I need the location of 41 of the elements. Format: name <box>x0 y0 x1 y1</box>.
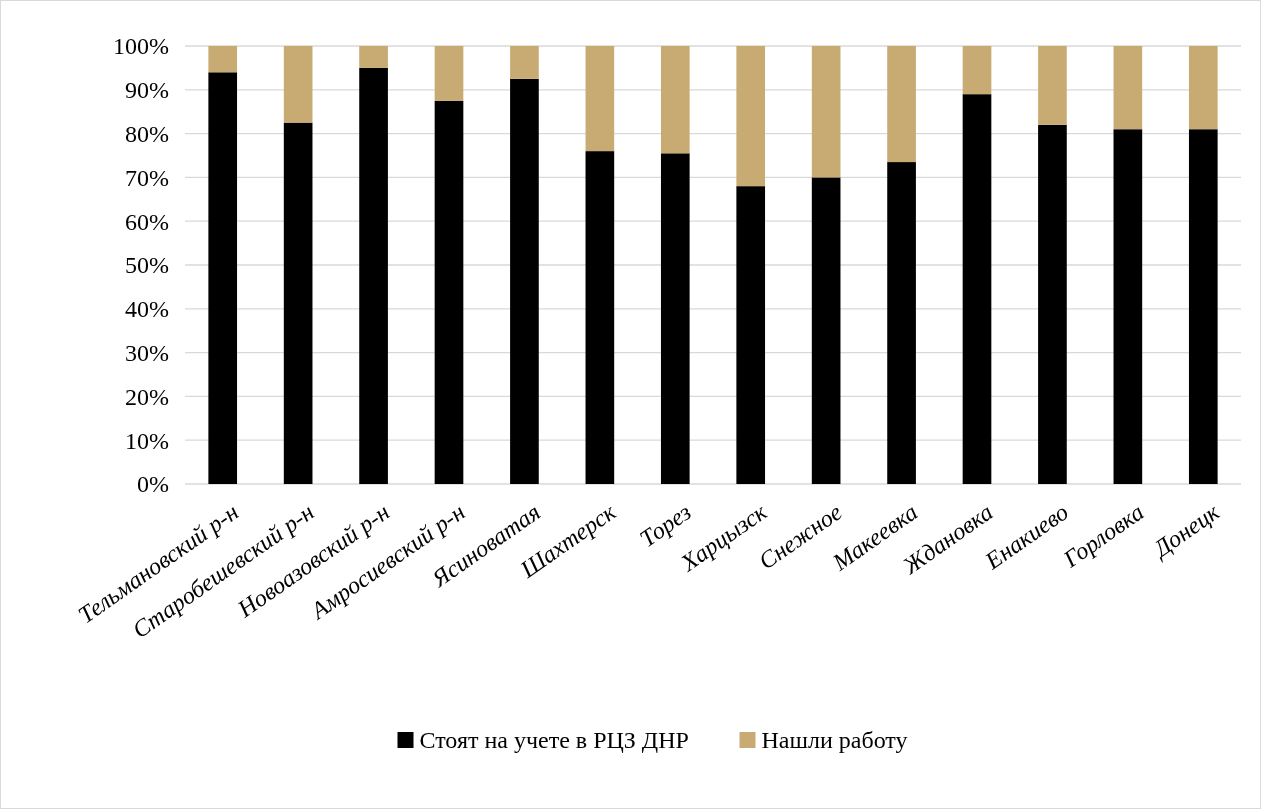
y-tick-label: 30% <box>125 340 169 366</box>
legend-label: Стоят на учете в РЦЗ ДНР <box>419 727 689 754</box>
bar <box>283 46 313 123</box>
bar <box>1188 46 1218 130</box>
y-tick-label: 90% <box>125 77 169 104</box>
y-tick-label: 50% <box>125 252 169 279</box>
bar <box>283 122 313 484</box>
bar <box>811 46 841 178</box>
y-tick-label: 70% <box>125 164 169 191</box>
bar <box>359 67 388 484</box>
bar <box>736 186 766 484</box>
bar <box>887 162 916 484</box>
bar <box>660 46 690 154</box>
bar <box>811 177 841 484</box>
legend-label: Нашли работу <box>761 727 908 754</box>
y-tick-label: 40% <box>125 296 169 323</box>
bar <box>585 151 615 484</box>
y-tick-label: 100% <box>113 33 169 60</box>
y-tick-label: 20% <box>125 383 169 410</box>
bar <box>962 94 992 484</box>
bar <box>660 153 690 484</box>
bar <box>434 46 464 101</box>
bar <box>510 78 539 484</box>
bar <box>1188 129 1218 484</box>
bar <box>736 46 766 187</box>
bar <box>1113 46 1143 130</box>
bar <box>887 46 916 163</box>
y-tick-label: 60% <box>125 208 169 235</box>
bar <box>1038 46 1067 125</box>
bar <box>359 46 388 68</box>
bar <box>962 46 992 95</box>
y-tick-label: 10% <box>125 427 169 454</box>
y-tick-label: 80% <box>125 121 169 147</box>
bar <box>1113 129 1143 484</box>
bar <box>208 46 238 73</box>
bar <box>434 100 464 484</box>
bar <box>585 46 615 152</box>
bar <box>510 46 539 79</box>
bar <box>208 72 238 484</box>
y-tick-label: 0% <box>137 471 169 498</box>
bar <box>1038 124 1067 484</box>
